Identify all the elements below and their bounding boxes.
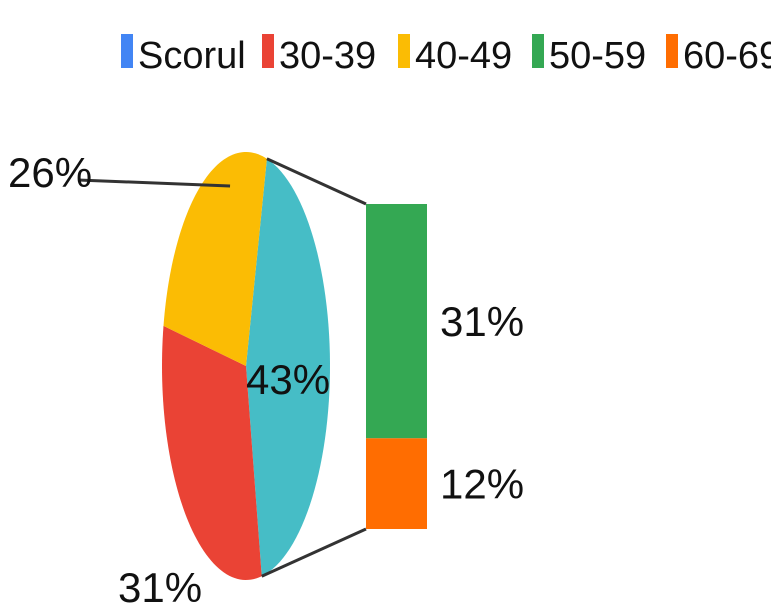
breakout-bar (366, 204, 427, 529)
legend-label-scorul: Scorul (138, 35, 246, 77)
legend-label-30-39: 30-39 (279, 35, 376, 77)
bar-segment-60-69 (366, 438, 427, 529)
legend-swatch-40-49 (398, 34, 410, 68)
legend-swatch-30-39 (262, 34, 274, 68)
legend-swatch-scorul (121, 34, 133, 68)
legend-label-60-69: 60-69 (683, 35, 771, 77)
data-label-40-49: 26% (8, 149, 92, 196)
data-label-60-69: 12% (440, 461, 524, 508)
legend-label-50-59: 50-59 (549, 35, 646, 77)
bar-segment-50-59 (366, 204, 427, 438)
data-label-30-39: 31% (118, 564, 202, 611)
legend-swatch-50-59 (532, 34, 544, 68)
data-label-other: 43% (246, 356, 330, 403)
legend-swatch-60-69 (666, 34, 678, 68)
data-label-50-59: 31% (440, 298, 524, 345)
legend: Scorul 30-39 40-49 50-59 60-69 (121, 34, 771, 77)
legend-label-40-49: 40-49 (415, 35, 512, 77)
